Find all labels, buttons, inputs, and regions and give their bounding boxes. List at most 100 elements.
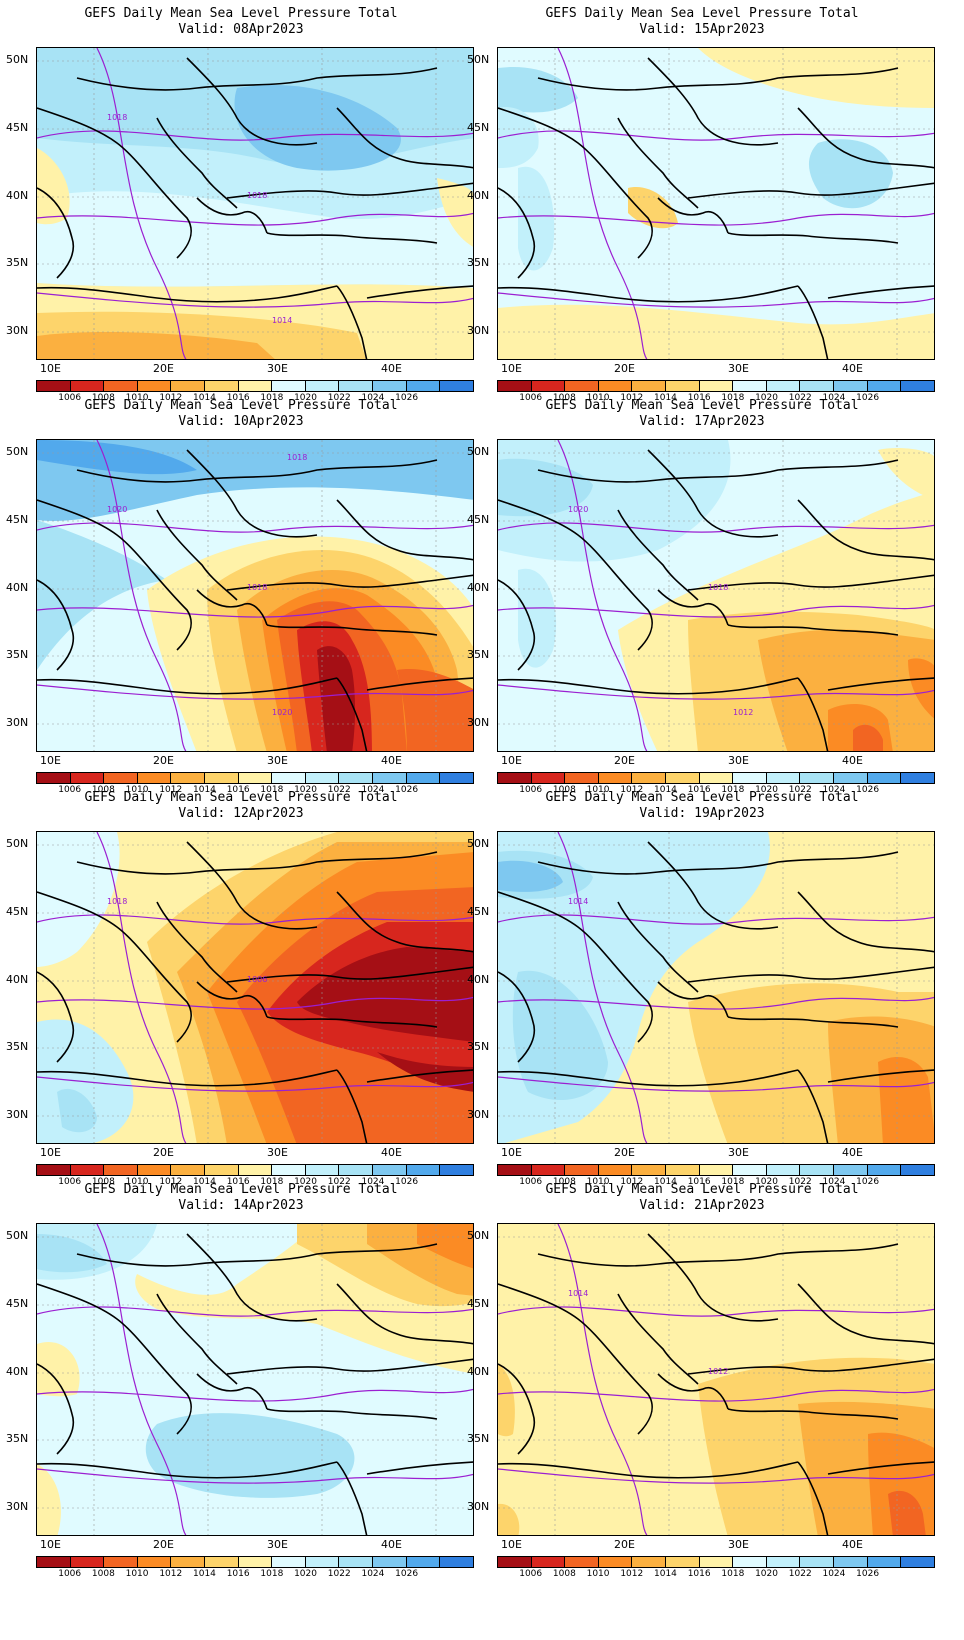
coastline — [727, 624, 899, 636]
colorbar-tick-label: 1014 — [654, 1569, 677, 1579]
latitude-label: 30N — [6, 1500, 29, 1513]
colorbar-tick-label: 1006 — [519, 393, 543, 403]
latitude-label: 35N — [6, 1432, 29, 1445]
latitude-label: 50N — [6, 53, 29, 66]
pressure-region — [758, 629, 934, 751]
colorbar-tick-label: 1018 — [260, 1569, 284, 1579]
map-panel: GEFS Daily Mean Sea Level Pressure Total… — [461, 1176, 943, 1586]
latitude-label: 30N — [6, 716, 29, 729]
isobar-line — [37, 1306, 473, 1317]
latitude-label: 30N — [467, 1108, 490, 1121]
pressure-region — [698, 48, 934, 108]
longitude-label: 40E — [842, 754, 863, 767]
colorbar-swatch — [901, 773, 934, 783]
isobar-label: 1006 — [247, 975, 267, 984]
isobar-line — [498, 212, 934, 226]
colorbar-tick-label: 1026 — [395, 1569, 419, 1579]
coastline — [647, 449, 779, 538]
colorbar-tick-label: 1026 — [856, 1177, 880, 1187]
coastline — [647, 841, 779, 930]
pressure-map: 1020 1018 1012 — [497, 439, 935, 752]
pressure-region — [498, 1503, 520, 1535]
coastline — [827, 1069, 934, 1083]
colorbar-tick-label: 1024 — [361, 1569, 385, 1579]
pressure-map: 1014 1012 — [497, 1223, 935, 1536]
colorbar-swatch — [498, 381, 532, 391]
isobar-line — [498, 996, 934, 1010]
colorbar-swatch — [137, 381, 172, 391]
colorbar-tick-label: 1020 — [294, 1177, 317, 1187]
latitude-label: 45N — [467, 121, 490, 134]
longitude-label: 30E — [728, 754, 749, 767]
colorbar-tick-label: 1022 — [788, 785, 812, 795]
colorbar-swatch — [699, 773, 734, 783]
coastline — [37, 891, 192, 1043]
isobar-line — [37, 604, 473, 618]
longitude-label: 20E — [614, 754, 635, 767]
colorbar-swatch — [373, 381, 407, 391]
colorbar-swatch — [104, 1165, 138, 1175]
colorbar-tick-label: 1018 — [260, 1177, 284, 1187]
coastline — [797, 107, 934, 169]
colorbar-tick-label: 1010 — [125, 1569, 149, 1579]
latitude-label: 40N — [467, 973, 490, 986]
coastline — [366, 677, 473, 691]
colorbar-swatch — [238, 773, 273, 783]
coastline — [498, 1069, 799, 1087]
colorbar-tick-label: 1020 — [294, 785, 317, 795]
coastline — [196, 589, 268, 626]
isobar-label: 1018 — [708, 583, 728, 592]
colorbar-swatch — [733, 1165, 767, 1175]
coastline — [226, 966, 473, 983]
colorbar-tick-label: 1014 — [193, 1177, 216, 1187]
coastline — [797, 285, 829, 359]
coastline — [687, 966, 934, 983]
colorbar-swatch — [373, 773, 407, 783]
colorbar-tick-label: 1018 — [721, 1569, 745, 1579]
latitude-label: 35N — [467, 1432, 490, 1445]
isobar-line — [498, 914, 934, 925]
colorbar-swatch — [272, 1557, 306, 1567]
latitude-label: 40N — [6, 189, 29, 202]
pressure-region — [878, 1057, 934, 1143]
coastline — [727, 1408, 899, 1420]
longitude-label: 10E — [501, 362, 522, 375]
colorbar-swatch — [205, 773, 239, 783]
colorbar-swatch — [834, 381, 868, 391]
colorbar-swatch — [632, 381, 667, 391]
panel-valid-date: Valid: 21Apr2023 — [639, 1198, 765, 1213]
colorbar-tick-label: 1024 — [822, 393, 846, 403]
colorbar-tick-label: 1008 — [552, 785, 576, 795]
coastline — [657, 981, 729, 1018]
colorbar-swatch — [699, 1557, 734, 1567]
map-panel: GEFS Daily Mean Sea Level Pressure Total… — [461, 784, 943, 1194]
pressure-region — [37, 832, 120, 967]
colorbar-swatch — [70, 1557, 105, 1567]
latitude-label: 45N — [6, 905, 29, 918]
coastline — [498, 285, 799, 303]
isobar-line — [498, 1388, 934, 1402]
longitude-label: 40E — [381, 754, 402, 767]
colorbar-tick-label: 1008 — [91, 1569, 115, 1579]
longitude-label: 30E — [267, 362, 288, 375]
longitude-label: 20E — [153, 1146, 174, 1159]
pressure-region — [377, 1052, 473, 1092]
coastline — [498, 499, 653, 651]
coastline — [537, 1243, 899, 1267]
colorbar-swatch — [666, 773, 700, 783]
longitude-label: 10E — [40, 1538, 61, 1551]
isobar-label: 1012 — [708, 1367, 728, 1376]
coastline — [76, 67, 438, 91]
panel-title: GEFS Daily Mean Sea Level Pressure Total — [545, 1182, 859, 1197]
colorbar-tick-label: 1010 — [586, 1177, 610, 1187]
latitude-label: 45N — [6, 1297, 29, 1310]
latitude-label: 45N — [6, 121, 29, 134]
latitude-label: 30N — [467, 324, 490, 337]
coastline — [37, 971, 75, 1063]
longitude-label: 30E — [267, 1146, 288, 1159]
panel-valid-date: Valid: 08Apr2023 — [178, 22, 304, 37]
latitude-label: 50N — [467, 445, 490, 458]
colorbar-swatch — [305, 381, 340, 391]
longitude-label: 40E — [842, 1538, 863, 1551]
